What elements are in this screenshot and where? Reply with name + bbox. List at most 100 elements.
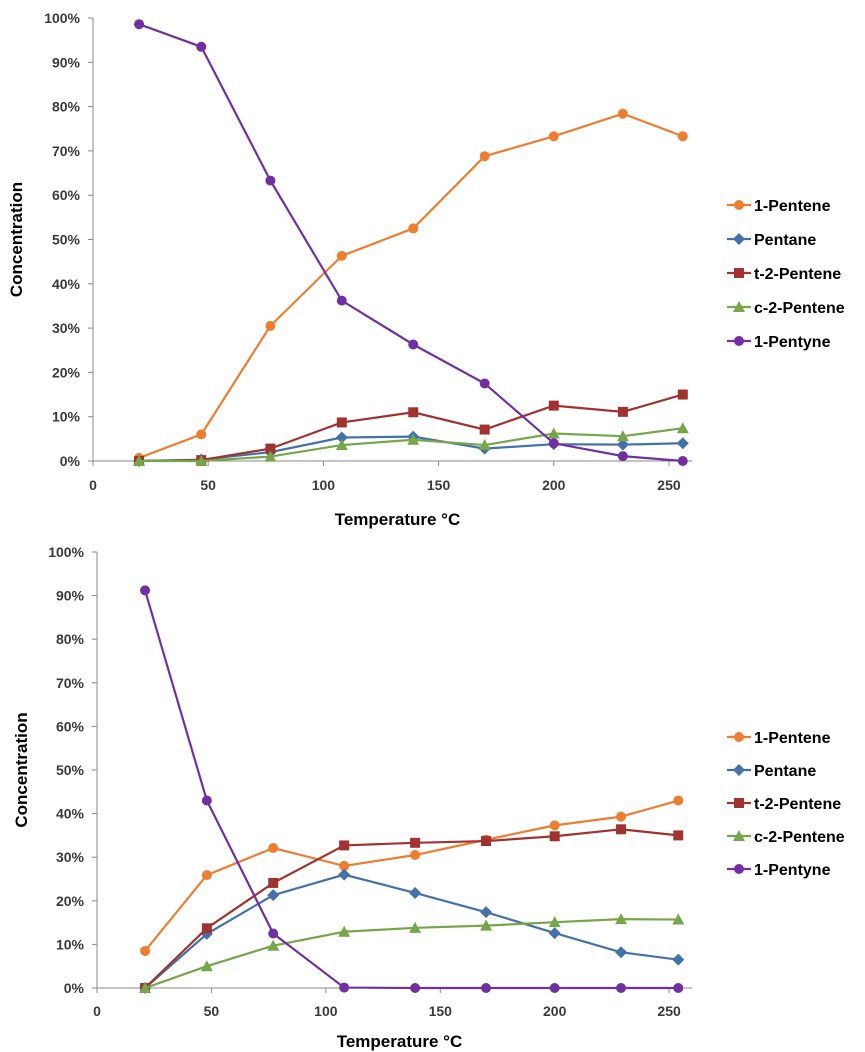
legend-item: 1-Pentyne (727, 862, 831, 879)
x-axis-title: Temperature °C (337, 1032, 463, 1051)
data-point (201, 870, 212, 881)
data-point (264, 450, 277, 462)
y-tick-label: 10% (56, 936, 85, 952)
legend-item: Pentane (727, 232, 816, 249)
data-point (339, 982, 350, 993)
data-point (267, 939, 280, 951)
legend-label: c-2-Pentene (754, 829, 845, 846)
series-t-2-pentene (140, 824, 684, 993)
data-point (673, 795, 684, 806)
legend-item: c-2-Pentene (727, 829, 845, 846)
data-point (480, 906, 493, 919)
data-point (676, 422, 689, 434)
data-point (265, 443, 276, 454)
y-tick-label: 80% (56, 631, 85, 647)
data-point (265, 320, 276, 331)
legend-label: t-2-Pentene (754, 266, 841, 283)
data-point (672, 913, 685, 925)
data-point (479, 151, 490, 162)
y-tick-label: 40% (56, 806, 85, 822)
series-1-pentene (134, 108, 688, 463)
data-point (338, 868, 351, 881)
legend-item: 1-Pentyne (727, 334, 831, 351)
legend-label: Pentane (754, 232, 816, 249)
y-tick-label: 90% (56, 588, 85, 604)
data-point (616, 438, 629, 451)
y-tick-label: 100% (48, 544, 84, 560)
data-point (547, 427, 560, 439)
x-tick-label: 250 (657, 1003, 681, 1019)
series-line (138, 112, 684, 459)
y-tick-label: 80% (52, 99, 81, 115)
data-point (617, 108, 628, 119)
legend-swatch-marker (734, 268, 744, 278)
data-point (408, 407, 419, 418)
legend-label: 1-Pentyne (754, 862, 831, 879)
legend-swatch-marker (734, 336, 744, 346)
data-point (549, 820, 560, 831)
data-point (139, 982, 152, 993)
y-tick-label: 50% (52, 232, 81, 248)
legend-item: 1-Pentene (727, 198, 831, 215)
y-tick-label: 10% (52, 409, 81, 425)
x-tick-label: 50 (200, 477, 216, 493)
legend-swatch-marker (733, 830, 745, 841)
legend-item: t-2-Pentene (727, 796, 841, 813)
data-point (672, 953, 685, 966)
x-tick-label: 100 (312, 477, 336, 493)
data-point (548, 927, 561, 940)
x-tick-label: 0 (93, 1003, 101, 1019)
legend-swatch-marker (733, 233, 745, 245)
data-point (479, 424, 490, 435)
data-point (407, 433, 420, 445)
x-axis-title: Temperature °C (335, 510, 461, 529)
y-tick-label: 50% (56, 762, 85, 778)
data-point (478, 439, 491, 451)
data-point (673, 983, 684, 993)
data-point (616, 811, 627, 822)
legend-label: c-2-Pentene (754, 300, 845, 317)
data-point (200, 960, 213, 972)
data-point (408, 223, 419, 234)
data-point (409, 886, 422, 899)
x-tick-label: 150 (427, 477, 451, 493)
data-point (615, 946, 628, 959)
y-tick-label: 0% (60, 453, 81, 469)
data-point (549, 983, 560, 993)
x-tick-label: 100 (314, 1003, 338, 1019)
legend-swatch-marker (734, 732, 744, 742)
data-point (410, 850, 421, 861)
data-point (268, 877, 279, 888)
series-c-2-pentene (139, 913, 685, 993)
data-point (336, 250, 347, 261)
data-point (410, 837, 421, 848)
legend-swatch-marker (733, 764, 745, 776)
data-point (335, 431, 348, 444)
data-point (673, 830, 684, 841)
data-point (201, 795, 212, 806)
y-axis-title: Concentration (12, 712, 31, 827)
legend-item: Pentane (727, 763, 816, 780)
data-point (140, 585, 151, 596)
series-pentane (139, 868, 685, 994)
y-tick-label: 70% (56, 675, 85, 691)
y-tick-label: 40% (52, 276, 81, 292)
data-point (335, 439, 348, 451)
data-point (265, 175, 276, 186)
data-point (196, 429, 207, 440)
legend-label: 1-Pentene (754, 198, 831, 215)
y-tick-label: 90% (52, 54, 81, 70)
legend-item: t-2-Pentene (727, 266, 841, 283)
y-tick-label: 20% (52, 364, 81, 380)
data-point (336, 417, 347, 428)
data-point (548, 916, 561, 928)
legend-swatch-marker (734, 798, 744, 808)
legend-item: 1-Pentene (727, 730, 831, 747)
data-point (480, 919, 493, 931)
x-tick-label: 200 (543, 1003, 567, 1019)
data-point (548, 131, 559, 142)
x-tick-label: 200 (542, 477, 566, 493)
data-point (481, 983, 492, 993)
legend-label: 1-Pentyne (754, 334, 831, 351)
